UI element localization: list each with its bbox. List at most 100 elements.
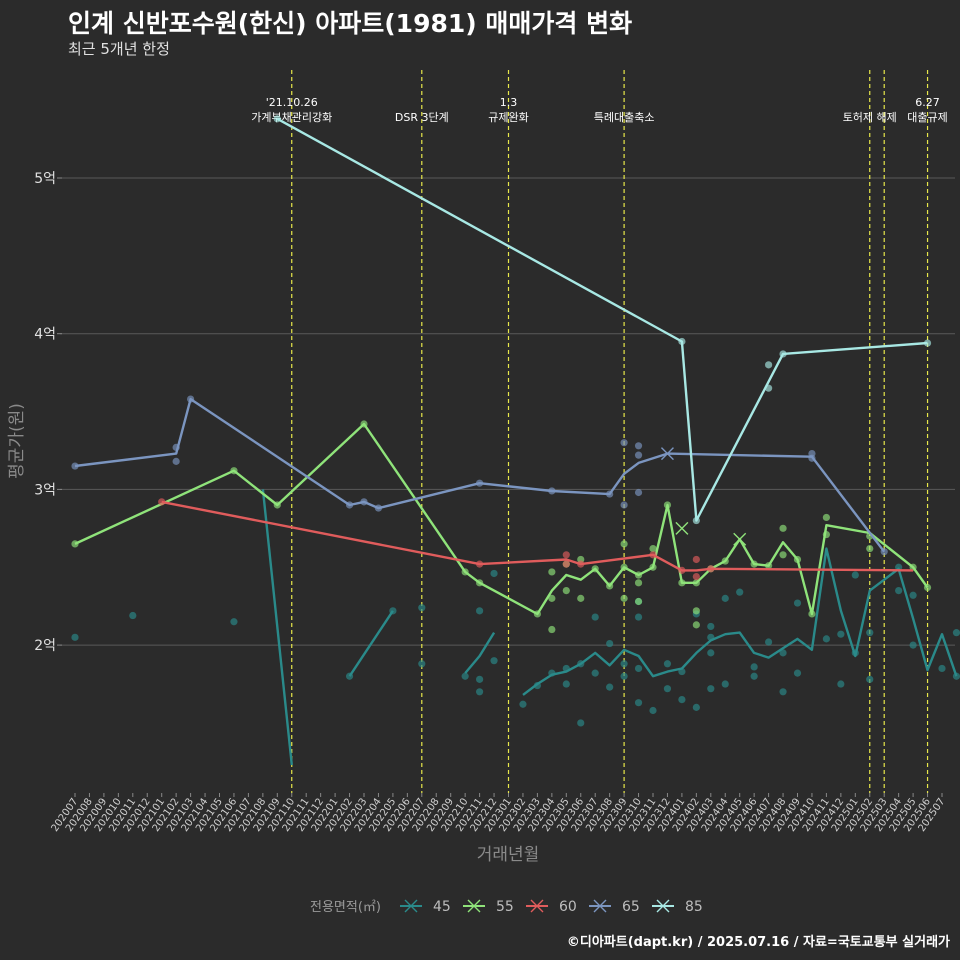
data-point xyxy=(592,670,599,677)
data-point xyxy=(621,595,628,602)
x-axis-title: 거래년월 xyxy=(477,845,540,865)
data-point xyxy=(823,514,830,521)
series-65 xyxy=(71,395,887,555)
data-point xyxy=(693,621,700,628)
data-point xyxy=(621,439,628,446)
x-marker xyxy=(676,522,688,534)
data-point xyxy=(635,598,642,605)
data-point xyxy=(621,501,628,508)
data-point xyxy=(563,680,570,687)
data-point xyxy=(635,489,642,496)
data-point xyxy=(837,631,844,638)
data-point xyxy=(707,623,714,630)
data-point xyxy=(519,701,526,708)
series-55 xyxy=(71,420,931,633)
series-85 xyxy=(274,115,931,524)
data-point xyxy=(910,592,917,599)
data-point xyxy=(563,561,570,568)
data-point xyxy=(490,657,497,664)
data-point xyxy=(621,660,628,667)
data-point xyxy=(462,673,469,680)
data-point xyxy=(722,595,729,602)
legend-item-55: 55 xyxy=(463,899,514,915)
data-point xyxy=(71,634,78,641)
data-point xyxy=(548,568,555,575)
data-point xyxy=(664,685,671,692)
policy-event-label: 토허제 해제 xyxy=(843,110,897,124)
data-point xyxy=(823,635,830,642)
data-point xyxy=(563,551,570,558)
data-point xyxy=(621,673,628,680)
x-marker xyxy=(734,533,746,545)
legend-item-60: 60 xyxy=(526,899,577,915)
series-line xyxy=(277,119,927,521)
data-point xyxy=(837,680,844,687)
legend-title: 전용면적(㎡) xyxy=(310,900,381,915)
policy-event-label: 대출규제 xyxy=(907,111,947,124)
data-point xyxy=(635,665,642,672)
data-point xyxy=(635,452,642,459)
data-point xyxy=(577,595,584,602)
data-point xyxy=(418,660,425,667)
data-point xyxy=(852,571,859,578)
data-point xyxy=(693,556,700,563)
data-point xyxy=(779,525,786,532)
legend-item-85: 85 xyxy=(652,899,703,915)
data-point xyxy=(635,579,642,586)
data-point xyxy=(693,607,700,614)
y-tick-label: 5억 xyxy=(34,171,56,187)
data-point xyxy=(173,458,180,465)
data-point xyxy=(664,660,671,667)
series-line xyxy=(75,424,928,614)
series-line xyxy=(75,399,884,552)
legend-label: 60 xyxy=(559,899,577,915)
data-point xyxy=(722,680,729,687)
data-point xyxy=(794,599,801,606)
data-point xyxy=(476,607,483,614)
data-point xyxy=(910,642,917,649)
data-point xyxy=(635,442,642,449)
legend-label: 45 xyxy=(433,899,451,915)
data-point xyxy=(693,573,700,580)
data-point xyxy=(577,719,584,726)
data-point xyxy=(476,676,483,683)
data-point xyxy=(606,684,613,691)
legend-item-45: 45 xyxy=(400,899,451,915)
data-point xyxy=(649,707,656,714)
data-point xyxy=(953,629,960,636)
policy-event-label: 규제완화 xyxy=(488,111,528,124)
y-tick-label: 3억 xyxy=(34,482,56,498)
legend: 전용면적(㎡) 45 55 60 65 85 xyxy=(310,899,703,915)
data-point xyxy=(866,676,873,683)
data-point xyxy=(765,638,772,645)
data-point xyxy=(779,551,786,558)
data-point xyxy=(794,670,801,677)
source-caption: ©디아파트(dapt.kr) / 2025.07.16 / 자료=국토교통부 실… xyxy=(567,931,950,950)
data-point xyxy=(606,640,613,647)
data-point xyxy=(418,604,425,611)
data-point xyxy=(765,361,772,368)
legend-label: 55 xyxy=(496,899,514,915)
data-point xyxy=(592,613,599,620)
policy-event-label: 특례대출축소 xyxy=(594,111,655,124)
data-point xyxy=(678,696,685,703)
data-point xyxy=(693,704,700,711)
legend-label: 65 xyxy=(622,899,640,915)
policy-event-label: 1.3 xyxy=(500,96,518,109)
data-point xyxy=(779,688,786,695)
price-chart: 2억3억4억5억20200720200820200920201020201120… xyxy=(0,0,960,960)
data-point xyxy=(230,618,237,625)
policy-event-label: '21.10.26 xyxy=(266,96,318,109)
data-point xyxy=(866,545,873,552)
y-axis-title: 평균가(원) xyxy=(7,403,27,479)
policy-event-label: 6.27 xyxy=(915,96,940,109)
data-point xyxy=(635,613,642,620)
data-point xyxy=(751,663,758,670)
data-point xyxy=(476,688,483,695)
data-point xyxy=(707,649,714,656)
data-point xyxy=(751,673,758,680)
data-point xyxy=(649,545,656,552)
y-tick-label: 2억 xyxy=(34,638,56,654)
y-tick-label: 4억 xyxy=(34,327,56,343)
policy-event-label: DSR 3단계 xyxy=(395,111,449,124)
